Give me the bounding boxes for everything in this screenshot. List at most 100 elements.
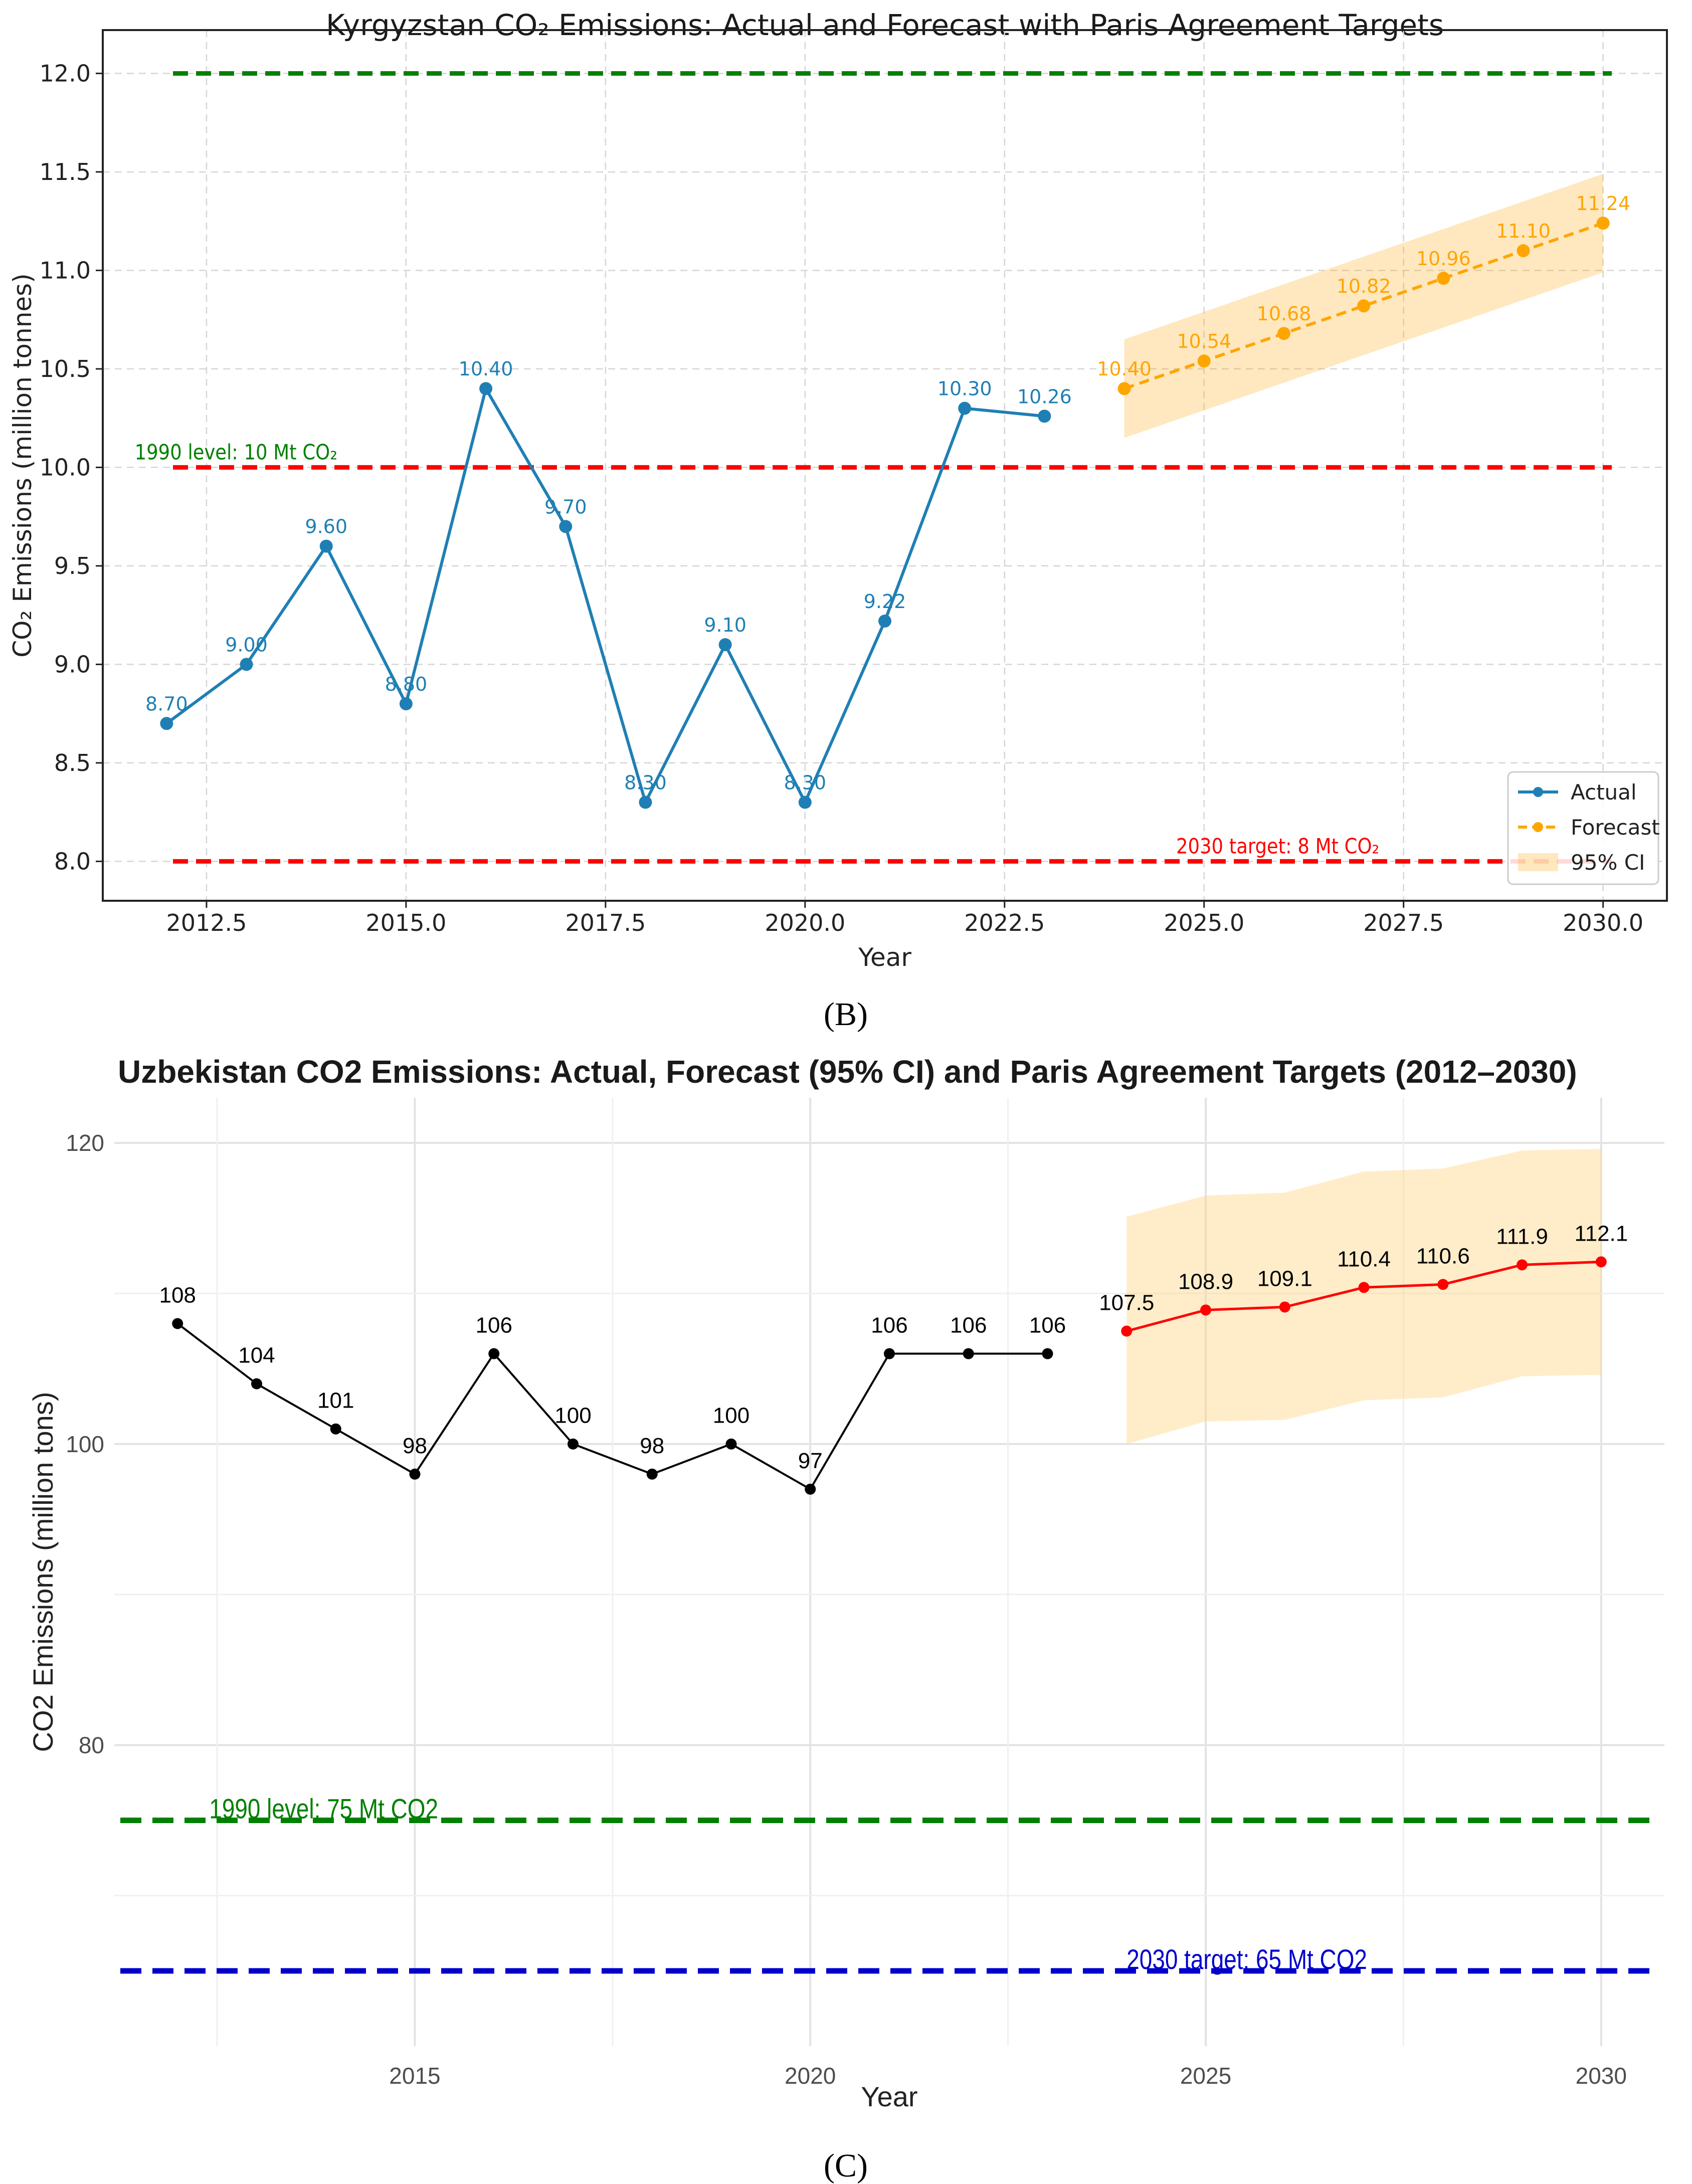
panel-label-b: (B): [824, 996, 868, 1033]
panel-label-c: (C): [824, 2147, 868, 2184]
data-label: 104: [238, 1343, 275, 1368]
y-axis-label: CO₂ Emissions (million tonnes): [8, 273, 37, 657]
data-label: 101: [317, 1388, 354, 1413]
legend-label: 95% CI: [1571, 850, 1645, 875]
chart-kyrgyzstan: Kyrgyzstan CO₂ Emissions: Actual and For…: [8, 8, 1668, 972]
data-point: [1200, 1304, 1212, 1316]
data-point: [1595, 1256, 1607, 1268]
y-tick-label: 100: [66, 1431, 104, 1457]
data-point: [251, 1378, 262, 1389]
data-point: [240, 658, 253, 671]
y-tick-label: 8.0: [54, 848, 91, 875]
data-label: 106: [1029, 1313, 1066, 1338]
data-point: [646, 1468, 658, 1480]
data-label: 98: [640, 1434, 664, 1458]
y-tick-label: 12.0: [40, 60, 91, 87]
data-label: 9.10: [704, 614, 746, 636]
data-label: 9.22: [864, 590, 906, 613]
legend-marker: [1533, 822, 1543, 832]
data-point: [1121, 1325, 1133, 1337]
data-label: 108.9: [1178, 1269, 1233, 1294]
data-point: [1517, 244, 1530, 258]
data-label: 110.6: [1416, 1244, 1470, 1268]
data-label: 97: [798, 1449, 823, 1473]
chart-uzbekistan: Uzbekistan CO2 Emissions: Actual, Foreca…: [27, 1054, 1664, 2112]
x-tick-label: 2025.0: [1164, 909, 1244, 936]
data-point: [805, 1483, 816, 1495]
data-label: 8.30: [624, 772, 667, 794]
x-axis-label: Year: [858, 943, 911, 972]
data-label: 10.68: [1257, 303, 1311, 325]
data-point: [409, 1468, 421, 1480]
data-point: [1279, 1301, 1290, 1313]
data-label: 111.9: [1496, 1224, 1548, 1249]
y-tick-label: 11.5: [40, 158, 91, 185]
data-label: 10.82: [1337, 275, 1391, 297]
data-label: 8.80: [385, 673, 428, 695]
data-label: 10.54: [1177, 330, 1231, 352]
data-point: [958, 402, 972, 415]
legend-label: Forecast: [1571, 815, 1660, 840]
reference-line-label: 1990 level: 75 Mt CO2: [209, 1793, 438, 1824]
data-label: 9.00: [225, 634, 268, 656]
data-label: 9.60: [305, 516, 347, 538]
data-point: [1357, 299, 1371, 313]
y-tick-label: 8.5: [54, 749, 91, 776]
data-point: [1596, 217, 1610, 230]
data-point: [639, 796, 652, 809]
data-label: 10.40: [1097, 358, 1152, 380]
legend-swatch: [1518, 853, 1558, 871]
series-line-actual: [165, 384, 1045, 807]
axes-frame: [102, 29, 1668, 902]
data-label: 8.30: [784, 772, 827, 794]
data-point: [172, 1318, 183, 1329]
y-tick-label: 9.0: [54, 651, 91, 678]
data-label: 112.1: [1574, 1221, 1628, 1246]
x-axis-label: Year: [861, 2081, 917, 2112]
legend-label: Actual: [1571, 780, 1637, 805]
data-label: 10.40: [459, 358, 513, 380]
data-label: 106: [871, 1313, 907, 1338]
data-label: 100: [554, 1404, 591, 1428]
data-label: 11.10: [1496, 220, 1551, 242]
data-point: [1517, 1259, 1528, 1271]
data-point: [1437, 272, 1450, 285]
x-tick-label: 2025: [1180, 2063, 1231, 2089]
data-label: 107.5: [1099, 1290, 1154, 1315]
x-tick-label: 2020: [785, 2063, 836, 2089]
data-point: [1117, 382, 1131, 395]
y-tick-label: 9.5: [54, 552, 91, 579]
data-label: 110.4: [1337, 1247, 1391, 1271]
x-tick-label: 2015.0: [365, 909, 446, 936]
data-point: [1437, 1279, 1449, 1290]
y-tick-label: 80: [79, 1732, 104, 1758]
reference-line-label: 1990 level: 10 Mt CO₂: [135, 440, 337, 465]
data-point: [567, 1438, 579, 1450]
data-label: 106: [476, 1313, 512, 1338]
chart-title: Kyrgyzstan CO₂ Emissions: Actual and For…: [326, 8, 1444, 42]
data-label: 10.96: [1416, 248, 1471, 270]
legend-box: [1507, 771, 1659, 885]
data-point: [160, 717, 173, 730]
data-label: 108: [159, 1283, 196, 1307]
data-point: [798, 796, 812, 809]
x-tick-label: 2030.0: [1563, 909, 1643, 936]
data-label: 109.1: [1257, 1266, 1312, 1291]
data-label: 98: [403, 1434, 427, 1458]
data-point: [1277, 327, 1290, 340]
data-label: 11.24: [1576, 192, 1630, 215]
data-label: 106: [950, 1313, 987, 1338]
x-tick-label: 2017.5: [565, 909, 646, 936]
data-label: 100: [713, 1404, 749, 1428]
data-point: [559, 520, 573, 533]
legend-marker: [1533, 787, 1543, 797]
y-tick-label: 120: [66, 1130, 104, 1156]
data-point: [319, 539, 333, 553]
ci-band: [1126, 1149, 1601, 1444]
x-tick-label: 2022.5: [964, 909, 1045, 936]
x-tick-label: 2027.5: [1363, 909, 1444, 936]
data-point: [963, 1348, 974, 1359]
data-point: [878, 614, 891, 628]
data-label: 9.70: [544, 496, 587, 518]
